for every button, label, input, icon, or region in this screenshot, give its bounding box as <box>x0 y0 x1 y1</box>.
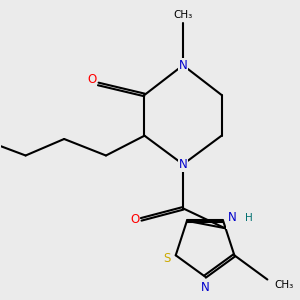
Text: O: O <box>130 213 139 226</box>
Text: S: S <box>163 252 171 265</box>
Text: N: N <box>178 158 188 171</box>
Text: N: N <box>178 59 188 72</box>
Text: CH₃: CH₃ <box>173 10 193 20</box>
Text: H: H <box>245 213 253 223</box>
Text: CH₃: CH₃ <box>274 280 293 290</box>
Text: N: N <box>201 281 209 294</box>
Text: O: O <box>87 73 96 86</box>
Text: N: N <box>227 215 236 228</box>
Text: N: N <box>228 211 236 224</box>
